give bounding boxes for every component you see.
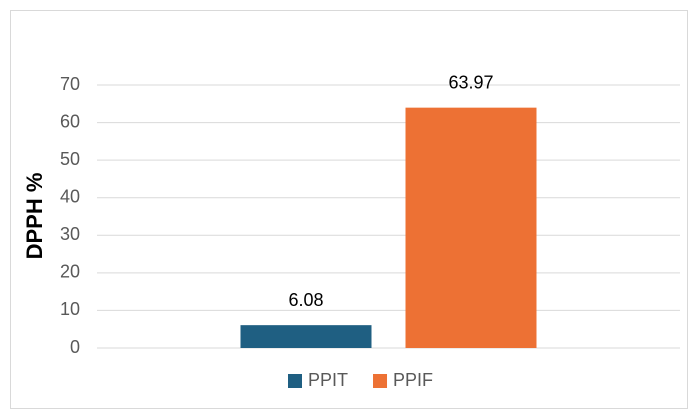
legend-swatch [288, 374, 302, 388]
y-tick-label: 60 [60, 111, 80, 131]
chart-frame [10, 10, 688, 409]
y-tick-label: 0 [70, 337, 80, 357]
legend-swatch [373, 374, 388, 388]
legend-label: PPIF [393, 370, 433, 390]
y-tick-label: 30 [60, 224, 80, 244]
y-tick-label: 10 [60, 299, 80, 319]
y-tick-label: 70 [60, 74, 80, 94]
y-tick-label: 50 [60, 149, 80, 169]
data-label: 6.08 [288, 290, 323, 310]
legend-label: PPIT [308, 370, 348, 390]
y-tick-label: 20 [60, 262, 80, 282]
y-axis-label: DPPH % [22, 173, 47, 260]
bar [240, 325, 372, 348]
bar [405, 107, 537, 348]
y-tick-label: 40 [60, 186, 80, 206]
data-label: 63.97 [448, 72, 493, 92]
